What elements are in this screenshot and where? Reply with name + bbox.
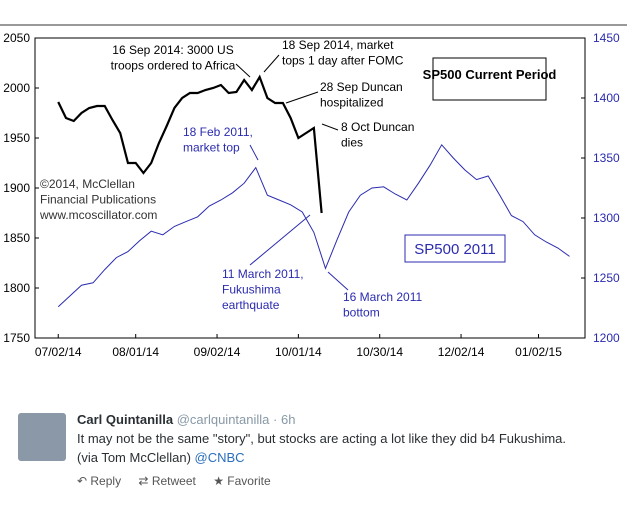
annotation: 16 Sep 2014: 3000 US [112,43,233,57]
annotation: earthquate [222,298,280,312]
tweet-text-line: It may not be the same "story", but stoc… [77,431,567,446]
y2-tick-label: 1400 [593,91,620,105]
arrow [327,271,349,291]
y2-tick-label: 1250 [593,271,620,285]
x-tick-label: 09/02/14 [194,345,241,359]
tweet-actions: ↶ Reply ⇄ Retweet ★ Favorite [77,474,271,488]
annotation: 18 Sep 2014, market [282,38,394,52]
legend-box [404,234,506,263]
annotation: 18 Feb 2011, [183,125,253,139]
arrow [285,91,319,104]
annotation: troops ordered to Africa [111,59,236,73]
series-line [57,74,323,214]
author-handle[interactable]: @carlquintanilla [176,412,270,427]
arrow [249,214,311,266]
x-tick-label: 01/02/15 [515,345,562,359]
arrow [263,54,280,73]
annotation: ©2014, McClellan [40,177,135,191]
y2-tick-label: 1200 [593,331,620,345]
legend-label: SP500 2011 [414,241,495,258]
author-name[interactable]: Carl Quintanilla [77,412,174,427]
avatar[interactable] [18,413,66,461]
chart: SP500 Current Period SP500 2011 1750 1800… [0,24,627,359]
y2-tick-label: 1350 [593,151,620,165]
tweet-time[interactable]: 6h [281,412,296,427]
reply-label: Reply [90,474,122,488]
mention[interactable]: @CNBC [194,450,245,465]
tweet-header: Carl Quintanilla @carlquintanilla · 6h [77,412,295,427]
x-tick-label: 12/02/14 [438,345,485,359]
chart-title: SP500 Current Period [423,67,557,82]
annotation: www.mcoscillator.com [39,208,157,222]
separator: · [273,412,278,427]
x-tick-label: 08/01/14 [112,345,159,359]
annotation: tops 1 day after FOMC [282,54,404,68]
retweet[interactable]: ⇄ Retweet [138,474,196,488]
reply[interactable]: ↶ Reply [77,474,122,488]
annotation-arrows [235,54,349,291]
y2-tick-label: 1450 [593,31,620,45]
x-tick-label: 10/01/14 [275,345,322,359]
favorite-label: Favorite [227,474,271,488]
annotation: market top [183,141,240,155]
y-tick-label: 2000 [3,81,30,95]
y-tick-label: 1850 [3,231,30,245]
y2-tick-label: 1300 [593,211,620,225]
annotation: 8 Oct Duncan [341,120,414,134]
y-tick-label: 1950 [3,131,30,145]
tweet-text-line: (via Tom McClellan) @CNBC [77,450,245,465]
annotation: Fukushima [222,283,281,297]
annotation: Financial Publications [40,193,156,207]
annotation: 16 March 2011 [343,290,422,304]
annotation: hospitalized [320,96,383,110]
title-box [432,57,547,101]
arrow [249,144,259,161]
arrow [235,63,251,78]
y-tick-label: 1900 [3,181,30,195]
annotation: 11 March 2011, [222,267,304,281]
annotation: 28 Sep Duncan [320,80,403,94]
y-tick-label: 1800 [3,281,30,295]
retweet-label: Retweet [151,474,196,488]
y-tick-label: 2050 [3,31,30,45]
series-line [57,143,570,308]
annotation: bottom [343,306,380,320]
arrow [321,123,339,131]
favorite[interactable]: ★ Favorite [213,474,271,488]
y-tick-label: 1750 [3,331,30,345]
annotation: dies [341,136,363,150]
tweet-text: (via Tom McClellan) [77,450,191,465]
x-tick-label: 07/02/14 [35,345,82,359]
x-tick-label: 10/30/14 [356,345,403,359]
